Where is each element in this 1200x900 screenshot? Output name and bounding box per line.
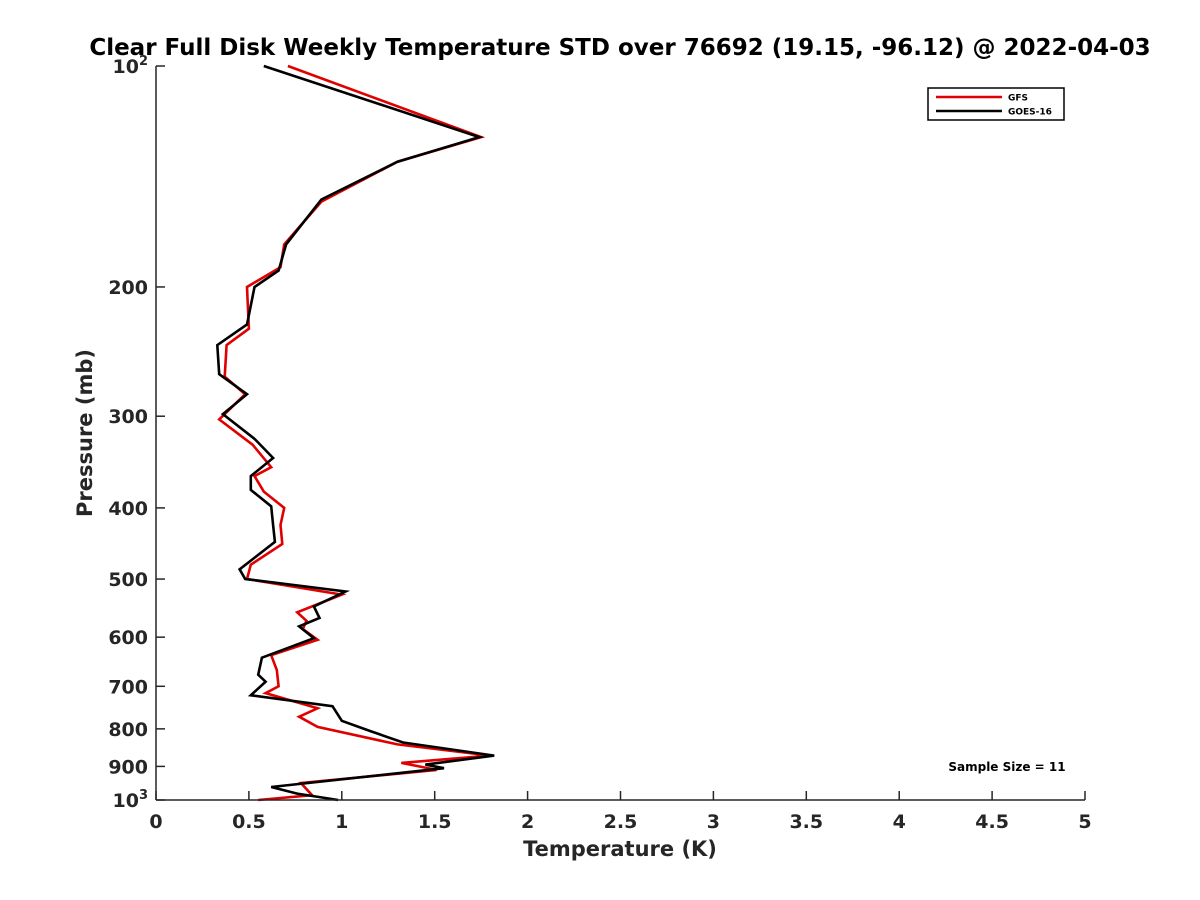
axes <box>155 66 1085 801</box>
x-tick-label: 0.5 <box>232 811 266 833</box>
y-tick-label: 800 <box>108 719 148 741</box>
y-axis-title: Pressure (mb) <box>73 349 97 517</box>
y-tick-label: 102 <box>113 54 149 78</box>
y-tick-label: 600 <box>108 627 148 649</box>
chart-title: Clear Full Disk Weekly Temperature STD o… <box>89 35 1150 61</box>
series-line-goes-16 <box>215 64 495 802</box>
sample-size-annotation: Sample Size = 11 <box>948 760 1065 774</box>
x-tick-label: 4 <box>893 811 906 833</box>
y-tick-label: 900 <box>108 756 148 778</box>
x-tick-label: 2.5 <box>604 811 638 833</box>
x-tick-label: 3 <box>707 811 720 833</box>
y-tick-label: 700 <box>108 676 148 698</box>
legend-label-gfs: GFS <box>1008 94 1028 104</box>
legend-label-goes-16: GOES-16 <box>1008 108 1052 118</box>
series-layer <box>215 64 495 802</box>
legend-box <box>927 87 1065 121</box>
x-axis-title: Temperature (K) <box>523 837 717 861</box>
y-tick-label: 300 <box>108 406 148 428</box>
y-tick-label: 400 <box>108 498 148 520</box>
x-tick-label: 2 <box>521 811 534 833</box>
x-tick-label: 4.5 <box>975 811 1009 833</box>
x-tick-label: 0 <box>149 811 162 833</box>
legend: GFS GOES-16 <box>927 87 1065 121</box>
x-tick-label: 1 <box>335 811 348 833</box>
y-axis-ticks: 102 200 300 400 500 600 700 800 900 103 <box>108 54 165 812</box>
x-tick-label: 1.5 <box>418 811 452 833</box>
series-line-gfs <box>217 64 491 802</box>
y-tick-label: 103 <box>113 788 149 812</box>
y-tick-label: 200 <box>108 277 148 299</box>
y-tick-label: 500 <box>108 569 148 591</box>
x-axis-ticks: 0 0.5 1 1.5 2 2.5 3 3.5 4 4.5 5 <box>149 791 1092 833</box>
x-tick-label: 3.5 <box>789 811 823 833</box>
x-tick-label: 5 <box>1078 811 1091 833</box>
